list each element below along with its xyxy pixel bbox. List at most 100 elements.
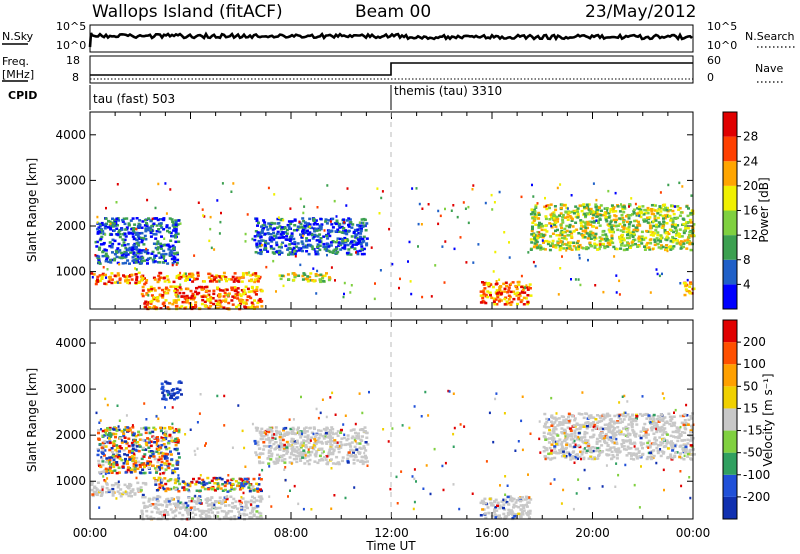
heatmap-cell <box>131 217 135 220</box>
heatmap-cell <box>502 506 505 510</box>
heatmap-cell <box>111 462 115 466</box>
heatmap-cell <box>481 290 485 293</box>
heatmap-cell <box>316 245 319 249</box>
heatmap-cell <box>164 430 168 433</box>
heatmap-cell <box>162 301 166 304</box>
heatmap-cell <box>360 455 364 459</box>
heatmap-cell <box>649 238 653 241</box>
heatmap-cell <box>579 450 583 454</box>
heatmap-cell <box>357 432 360 435</box>
heatmap-cell <box>555 215 559 219</box>
heatmap-cell <box>533 210 537 213</box>
heatmap-cell <box>163 462 167 465</box>
heatmap-cell <box>124 426 128 429</box>
heatmap-cell <box>133 223 137 226</box>
heatmap-cell <box>645 209 649 212</box>
heatmap-cell <box>618 235 622 239</box>
heatmap-cell <box>293 218 297 221</box>
heatmap-cell <box>637 244 641 248</box>
heatmap-cell <box>269 446 273 449</box>
heatmap-cell <box>580 453 584 456</box>
heatmap-cell <box>293 250 296 253</box>
heatmap-cell <box>356 238 360 241</box>
heatmap-cell <box>328 440 332 443</box>
heatmap-cell <box>349 291 352 294</box>
heatmap-cell <box>117 466 121 469</box>
heatmap-cell <box>567 415 570 419</box>
heatmap-cell <box>604 218 608 221</box>
heatmap-cell <box>638 238 642 242</box>
heatmap-cell <box>564 418 568 421</box>
heatmap-cell <box>662 416 666 420</box>
heatmap-cell <box>99 237 103 241</box>
heatmap-cell <box>165 224 169 227</box>
heatmap-cell <box>107 280 111 283</box>
heatmap-cell <box>168 433 172 437</box>
heatmap-cell <box>147 450 151 453</box>
heatmap-cell <box>341 459 344 463</box>
heatmap-cell <box>310 431 314 434</box>
heatmap-cell <box>175 251 179 255</box>
heatmap-cell <box>165 457 169 460</box>
heatmap-cell <box>125 491 129 494</box>
heatmap-cell <box>312 235 316 238</box>
heatmap-cell <box>609 420 613 423</box>
heatmap-cell <box>570 248 574 251</box>
heatmap-cell <box>139 258 143 261</box>
heatmap-cell <box>224 276 228 279</box>
heatmap-cell <box>286 450 290 454</box>
heatmap-cell <box>349 448 352 452</box>
heatmap-cell <box>256 516 259 520</box>
heatmap-cell <box>686 238 690 241</box>
heatmap-cell <box>124 279 127 282</box>
heatmap-cell <box>357 437 361 440</box>
heatmap-cell <box>636 207 640 210</box>
heatmap-cell <box>162 253 166 256</box>
heatmap-cell <box>281 241 285 244</box>
heatmap-cell <box>678 207 682 210</box>
heatmap-cell <box>566 215 570 219</box>
heatmap-cell <box>156 478 160 482</box>
heatmap-cell <box>175 505 179 509</box>
heatmap-cell <box>526 294 530 297</box>
heatmap-cell <box>124 253 128 257</box>
heatmap-cell <box>131 458 135 462</box>
heatmap-cell <box>116 183 119 186</box>
heatmap-cell <box>650 204 654 207</box>
heatmap-cell <box>296 428 300 431</box>
heatmap-cell <box>493 513 497 516</box>
heatmap-cell <box>120 254 124 257</box>
heatmap-cell <box>575 228 579 231</box>
heatmap-cell <box>146 517 150 520</box>
heatmap-cell <box>595 226 599 230</box>
heatmap-cell <box>258 447 262 450</box>
heatmap-cell <box>608 230 612 234</box>
heatmap-cell <box>556 240 560 243</box>
heatmap-cell <box>561 243 564 246</box>
heatmap-cell <box>321 277 325 280</box>
heatmap-cell <box>237 510 241 513</box>
heatmap-cell <box>214 489 217 492</box>
heatmap-cell <box>307 451 311 454</box>
heatmap-cell <box>284 244 288 248</box>
heatmap-cell <box>121 238 125 241</box>
heatmap-cell <box>349 242 352 245</box>
heatmap-cell <box>144 229 148 233</box>
heatmap-cell <box>306 233 310 236</box>
heatmap-cell <box>620 442 624 446</box>
heatmap-cell <box>126 462 129 466</box>
heatmap-cell <box>593 423 597 427</box>
heatmap-cell <box>648 248 652 251</box>
heatmap-cell <box>687 418 691 422</box>
cpid-label: CPID <box>8 89 37 102</box>
heatmap-cell <box>239 298 243 301</box>
heatmap-cell <box>618 210 622 213</box>
heatmap-cell <box>590 244 593 248</box>
heatmap-cell <box>145 258 149 262</box>
heatmap-cell <box>417 222 420 226</box>
heatmap-cell <box>302 439 306 442</box>
heatmap-cell <box>568 443 572 446</box>
heatmap-cell <box>171 471 175 475</box>
heatmap-cell <box>622 238 626 242</box>
heatmap-cell <box>168 382 172 385</box>
